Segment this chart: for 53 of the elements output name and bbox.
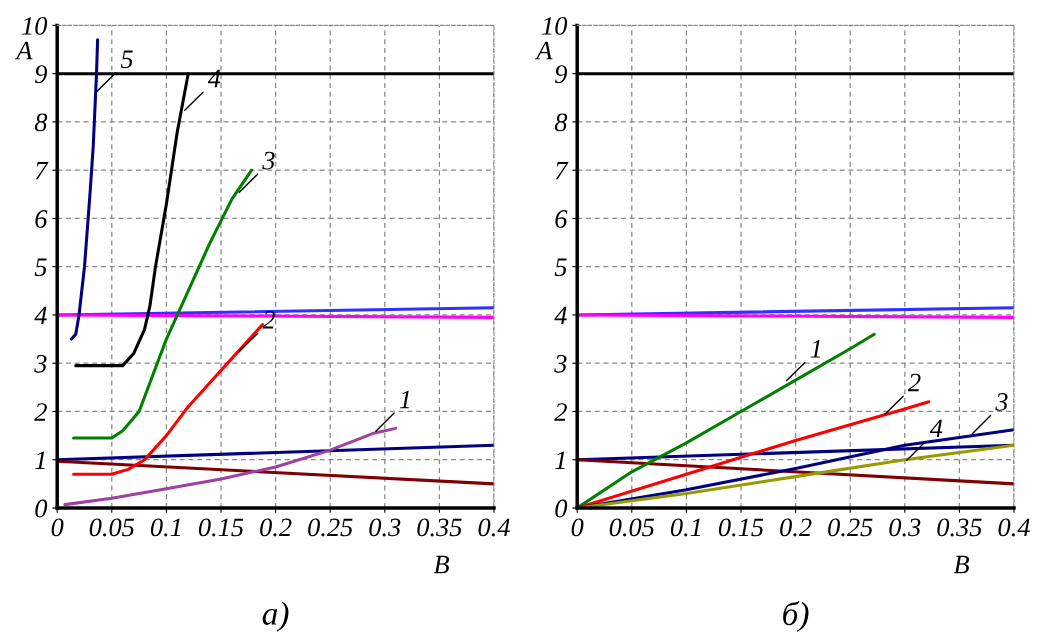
y-tick-label: 6 [35, 210, 48, 228]
annotation: 2 [907, 373, 921, 392]
x-tick-label: 0.25 [308, 518, 353, 537]
text: б) [783, 601, 809, 633]
y-tick-label: 8 [34, 113, 48, 132]
y-tick-label: 3 [554, 354, 567, 373]
y-tick-label: 9 [35, 65, 48, 84]
y-tick-label: 2 [554, 403, 567, 421]
x-tick-label: 0 [51, 518, 64, 537]
y-tick-label: 5 [554, 258, 567, 277]
y-axis-title: A [14, 41, 33, 60]
x-tick-label: 0 [571, 518, 584, 537]
y-tick-label: 1 [555, 451, 565, 469]
x-tick-label: 0.1 [150, 518, 181, 537]
annotation: 3 [262, 151, 275, 170]
y-tick-label: 0 [35, 499, 48, 518]
annotation: 4 [929, 419, 943, 438]
x-tick-label: 0.1 [670, 518, 701, 537]
y-tick-label: 9 [555, 65, 568, 84]
y-tick-label: 4 [554, 306, 567, 325]
x-tick-label: 0.15 [198, 518, 244, 537]
x-tick-label: 0.25 [828, 518, 873, 537]
x-tick-label: 0.05 [609, 518, 655, 537]
y-tick-label: 6 [555, 210, 568, 228]
annotation: 3 [995, 393, 1008, 411]
annotation: 1 [810, 340, 821, 358]
y-tick-label: 2 [34, 403, 47, 421]
annotation: 5 [120, 50, 133, 69]
x-tick-label: 0.35 [417, 518, 462, 537]
y-axis-title: A [534, 41, 553, 60]
y-tick-label: 8 [554, 113, 568, 132]
y-tick-label: 5 [34, 258, 47, 277]
y-tick-label: 7 [35, 162, 49, 180]
annotation: 1 [399, 390, 410, 409]
y-tick-label: 10 [542, 17, 568, 35]
y-tick-label: 10 [22, 17, 48, 35]
x-tick-label: 0.3 [889, 518, 921, 537]
x-tick-label: 0.4 [478, 518, 510, 537]
y-tick-label: 3 [34, 354, 47, 373]
text: а) [262, 601, 289, 632]
x-tick-label: 0.15 [718, 518, 764, 537]
x-tick-label: 0.2 [260, 518, 292, 537]
y-tick-label: 0 [555, 499, 568, 518]
y-tick-label: 4 [34, 306, 47, 325]
x-axis-title: B [433, 555, 450, 574]
x-tick-label: 0.35 [937, 518, 982, 537]
x-tick-label: 0.2 [780, 518, 812, 537]
x-axis-title: B [953, 555, 970, 574]
x-tick-label: 0.4 [998, 518, 1030, 537]
y-tick-label: 1 [35, 451, 45, 469]
x-tick-label: 0.3 [369, 518, 401, 537]
y-tick-label: 7 [555, 162, 569, 180]
x-tick-label: 0.05 [89, 518, 135, 537]
